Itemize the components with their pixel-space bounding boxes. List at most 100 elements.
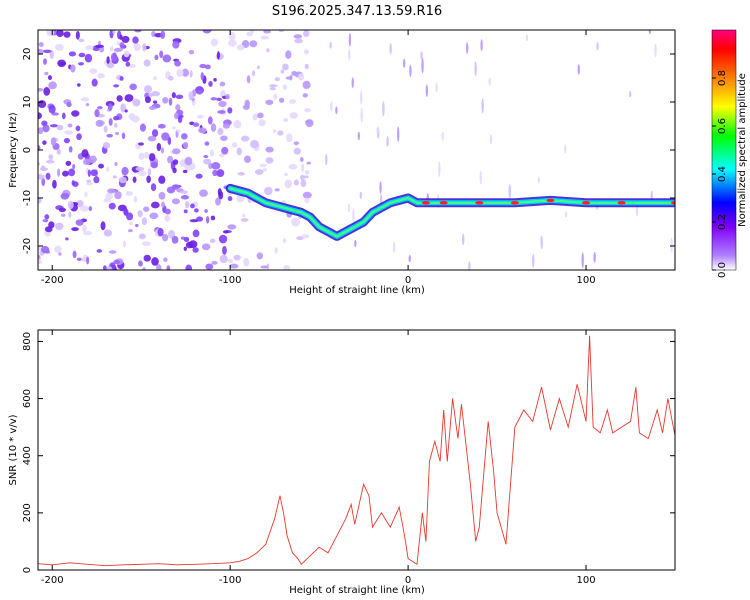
- spectrogram-speck: [171, 92, 176, 99]
- spectrogram-speck: [54, 245, 62, 253]
- spectrogram-speck: [95, 119, 104, 127]
- spectrogram-speck: [277, 130, 284, 136]
- spectrogram-speck: [278, 30, 285, 33]
- spectrogram-speck: [108, 118, 113, 126]
- spectrogram-speck: [273, 93, 278, 100]
- spectrogram-speck: [174, 112, 179, 120]
- spectrogram-speck: [56, 148, 62, 155]
- spectrogram-speck: [249, 40, 258, 48]
- spectrogram-speck: [72, 250, 77, 259]
- bottom-x-ticks: -200 -100 0 100: [41, 330, 596, 586]
- spectrogram-speck: [208, 162, 213, 170]
- spectrogram-speck: [354, 239, 357, 248]
- spectrogram-speck: [532, 253, 535, 268]
- spectrogram-speck: [38, 145, 41, 151]
- spectrogram-speck: [329, 41, 332, 49]
- spectrogram-speck: [168, 230, 176, 239]
- spectrogram-speck: [159, 50, 164, 59]
- spectrogram-speck: [242, 213, 246, 218]
- spectrogram-speck: [112, 30, 116, 34]
- spectrogram-speck: [184, 200, 190, 209]
- spectrogram-speck: [205, 216, 210, 224]
- spectrogram-speck: [304, 197, 310, 204]
- spectrogram-speck: [298, 73, 305, 81]
- spectrogram-speck: [114, 131, 120, 136]
- spectrogram-speck: [107, 188, 116, 194]
- spectrogram-speck: [348, 32, 352, 47]
- spectrogram-speck: [396, 126, 400, 143]
- spectrogram-speck: [299, 157, 304, 162]
- spectrogram-speck: [330, 101, 333, 112]
- spectrogram-speck: [76, 199, 84, 208]
- spectrogram-speck: [648, 30, 652, 35]
- spectrogram-speck: [148, 105, 157, 111]
- spectrogram-speck: [133, 43, 141, 51]
- spectrogram-speck: [100, 221, 106, 231]
- spectrogram-speck: [118, 176, 127, 184]
- spectrogram-speck: [175, 94, 184, 100]
- spectrogram-speck: [88, 206, 93, 212]
- spectrogram-speck: [43, 87, 51, 96]
- spectrogram-speck: [293, 141, 300, 146]
- spectrogram-speck: [120, 103, 127, 113]
- spectrogram-speck: [302, 191, 312, 199]
- spectrogram-speck: [360, 107, 363, 123]
- spectrogram-speck: [199, 189, 208, 197]
- snr-series-line: [38, 335, 675, 567]
- top-y-ticks: -20 -10 0 10 20: [22, 48, 675, 254]
- spectrogram-speck: [128, 221, 133, 226]
- spectrogram-speck: [357, 131, 361, 141]
- spectrogram-speck: [204, 64, 211, 70]
- spectrogram-speck: [468, 261, 471, 270]
- spectrogram-speck: [71, 110, 80, 117]
- spectrogram-speck: [132, 98, 141, 107]
- colorbar-tick-label-0: 0.0: [717, 262, 728, 278]
- spectrogram-speck: [47, 75, 52, 81]
- spectrogram-speck: [168, 75, 174, 81]
- spectrogram-speck: [283, 264, 291, 270]
- spectrogram-speck: [289, 99, 297, 104]
- spectrogram-speck: [97, 73, 105, 79]
- spectrogram-speck: [335, 106, 338, 115]
- spectrogram-speck: [243, 155, 252, 164]
- spectrogram-speck: [207, 116, 213, 125]
- spectrogram-speck: [240, 135, 250, 142]
- spectrogram-speck: [300, 179, 307, 188]
- top-y-tick-label--10: -10: [22, 190, 33, 206]
- bottom-y-tick-label-200: 200: [22, 503, 33, 522]
- spectrogram-speck: [149, 212, 159, 220]
- spectrogram-speck: [489, 134, 493, 145]
- spectrogram-speck: [82, 224, 87, 233]
- spectrogram-speck: [67, 123, 73, 128]
- spectrogram-speck: [63, 31, 71, 38]
- spectrogram-speck: [216, 51, 220, 60]
- spectrogram-speck: [81, 149, 89, 158]
- spectrogram-speck: [125, 61, 131, 67]
- spectrogram-speck: [91, 78, 98, 87]
- spectrogram-speck: [172, 126, 176, 130]
- snr-panel: -200 -100 0 100 0 200 400 600 800 Height of str…: [8, 329, 676, 596]
- spectrogram-speck: [303, 49, 310, 55]
- spectrogram-speck: [438, 161, 441, 178]
- spectrogram-speck: [154, 54, 159, 61]
- spectrogram-speck: [233, 120, 242, 129]
- spectrogram-speck: [96, 249, 103, 253]
- spectrogram-speck: [347, 203, 351, 213]
- spectrogram-speck: [108, 250, 117, 254]
- spectrogram-speck: [71, 227, 79, 232]
- spectrogram-speck: [246, 75, 251, 84]
- spectrogram-speck: [60, 192, 70, 200]
- spectrogram-speck: [181, 133, 188, 140]
- spectrogram-speck: [175, 104, 181, 111]
- spectrogram-speck: [68, 51, 77, 57]
- spectrogram-speck: [123, 240, 127, 248]
- spectrogram-speck: [379, 181, 382, 194]
- bottom-x-tick-label--200: -200: [41, 575, 64, 586]
- spectrogram-speck: [209, 149, 214, 157]
- spectrogram-speck: [138, 233, 146, 240]
- spectrogram-speck: [133, 195, 138, 203]
- spectrogram-speck: [474, 61, 477, 77]
- spectrogram-speck: [56, 124, 64, 131]
- spectrogram-speck: [160, 147, 165, 154]
- spectrogram-speck: [70, 64, 76, 73]
